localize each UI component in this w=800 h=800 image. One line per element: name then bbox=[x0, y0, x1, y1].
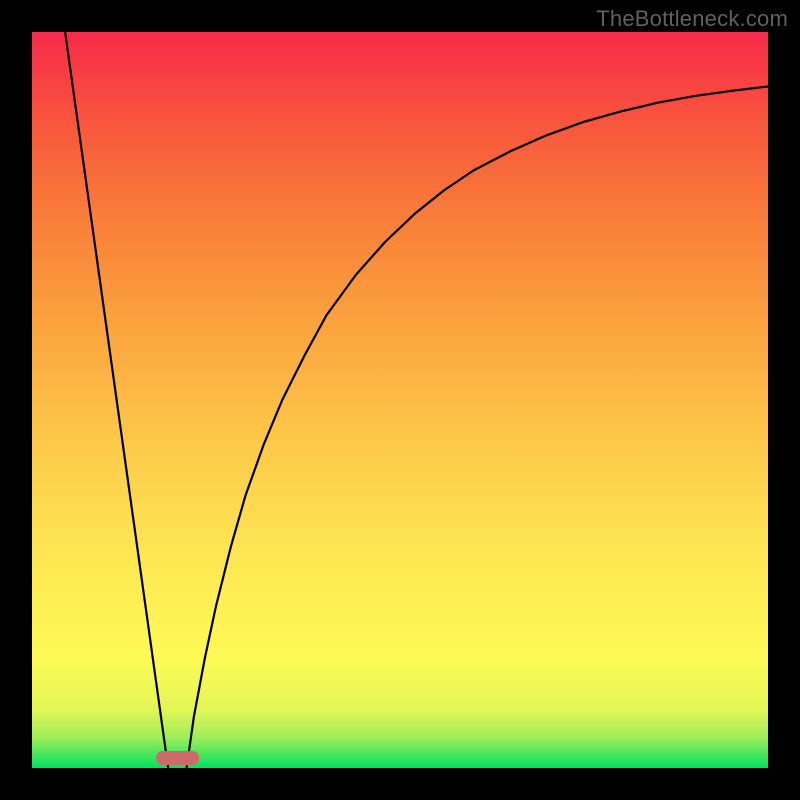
watermark-text: TheBottleneck.com bbox=[596, 6, 788, 32]
chart-container: TheBottleneck.com bbox=[0, 0, 800, 800]
left-descending-line bbox=[65, 32, 168, 768]
right-asymptotic-curve bbox=[187, 86, 768, 768]
bottleneck-curves bbox=[32, 32, 768, 768]
optimum-marker bbox=[156, 751, 199, 765]
plot-area bbox=[32, 32, 768, 768]
